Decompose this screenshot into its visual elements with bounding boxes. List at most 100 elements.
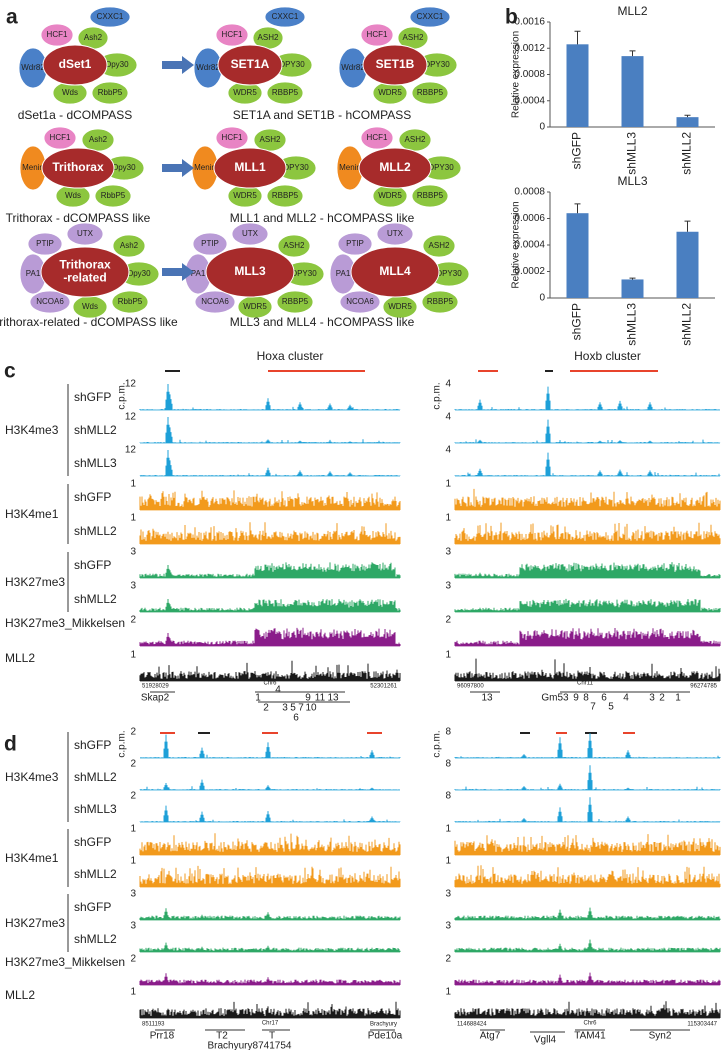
track-scale: 1 [130,479,136,490]
gene-label: 4 [275,685,281,696]
condition-label: shMLL2 [74,770,117,784]
caption: MLL3 and MLL4 - hCOMPASS like [230,315,415,329]
subunit [192,232,228,256]
track-scale: 1 [130,987,136,998]
coordinate: 115303447 [687,1022,717,1028]
signal-track [454,522,721,544]
subunit-label: WDR5 [378,88,402,97]
subunit-label: RBBP5 [427,297,454,306]
subunit-label: PA1 [191,269,206,278]
gene-label: 13 [481,693,493,704]
y-tick-label: 0.0008 [514,187,545,198]
subunit-label: Dpy30 [127,269,151,278]
mark-label: H3K4me3 [5,423,59,437]
subunit [422,234,456,258]
x-tick-label: shMLL3 [625,132,639,175]
subunit-label: Menin [339,163,361,172]
subunit-label: UTX [77,229,94,238]
condition-label: shGFP [74,835,111,849]
coordinate: 51928029 [142,684,169,690]
caption: dSet1a - dCOMPASS [18,108,133,122]
caption: MLL1 and MLL2 - hCOMPASS like [230,211,415,225]
subunit-label: DPY30 [283,163,309,172]
condition-label: shGFP [74,390,111,404]
track-scale: 1 [130,513,136,524]
gene-label: 11 [315,693,326,704]
region-label: Hoxb cluster [574,349,641,363]
gene-label: Brachyury [207,1041,252,1050]
track-scale: 12 [125,412,137,423]
core-label: dSet1 [59,57,92,71]
subunit-label: PTIP [346,239,364,248]
signal-track [454,907,721,920]
subunit [339,290,381,314]
coordinate: Chr17 [262,1021,279,1027]
gene-label: Skap2 [141,693,170,704]
signal-track [139,908,401,920]
coordinate: Chr11 [577,681,594,687]
track-scale: 4 [445,412,451,423]
gene-label: 4 [623,693,629,704]
subunit [411,81,449,105]
subunit-label: HCF1 [367,133,388,142]
gene-label: Atg7 [480,1031,501,1042]
gene-label: 1 [255,693,261,704]
subunit-label: NCOA6 [346,297,374,306]
gene-label: 5 [290,703,296,714]
subunit [194,290,236,314]
panel-letter: c [4,360,16,383]
panel-letter: d [4,733,17,756]
x-tick-label: shGFP [570,132,584,169]
subunit [215,23,249,47]
bar [621,279,644,298]
track-scale: 3 [445,921,451,932]
subunit-label: Wdr82 [196,63,220,72]
subunit-label: Wds [65,191,81,200]
subunit-label: UTX [242,229,259,238]
condition-label: shMLL3 [74,456,117,470]
subunit-label: Wdr82 [341,63,365,72]
caption: Trithorax - dCOMPASS like [6,211,151,225]
gene-label: 6 [601,693,607,704]
y-tick-label: 0.0008 [514,69,545,80]
track-scale: 3 [130,889,136,900]
subunit [66,222,104,246]
track-scale: 12 [125,445,137,456]
subunit [112,234,146,258]
subunit [360,126,394,150]
x-tick-label: shMLL2 [680,303,694,346]
subunit-label: DPY30 [291,269,317,278]
coordinate: 8511193 [142,1022,165,1028]
subunit [215,126,249,150]
track-scale: 2 [130,759,136,770]
signal-track [139,562,401,578]
subunit-label: CXXC1 [272,12,299,21]
subunit-label: DPY30 [279,60,305,69]
subunit-label: Ash2 [89,135,108,144]
gene-label: 9 [305,693,311,704]
bar [676,231,699,298]
subunit [376,222,414,246]
condition-label: shMLL2 [74,592,117,606]
subunit [91,81,129,105]
subunit-label: ASH2 [403,33,424,42]
y-unit: c.p.m. [432,382,443,409]
condition-label: shMLL2 [74,932,117,946]
signal-track [454,598,721,612]
coordinate: 96097800 [457,684,484,690]
caption: Trithorax-related - dCOMPASS like [0,315,178,329]
subunit [264,6,306,28]
subunit [409,6,451,28]
track-scale: 1 [130,650,136,661]
subunit-label: ASH2 [260,135,281,144]
chart-title: MLL3 [617,174,647,188]
signal-track [140,734,401,758]
subunit [89,6,131,28]
subunit-label: NCOA6 [36,297,64,306]
signal-track [454,452,721,476]
subunit-label: Wds [82,302,98,311]
condition-label: shMLL2 [74,423,117,437]
subunit-label: ASH2 [429,241,450,250]
subunit [231,222,269,246]
subunit [266,81,304,105]
